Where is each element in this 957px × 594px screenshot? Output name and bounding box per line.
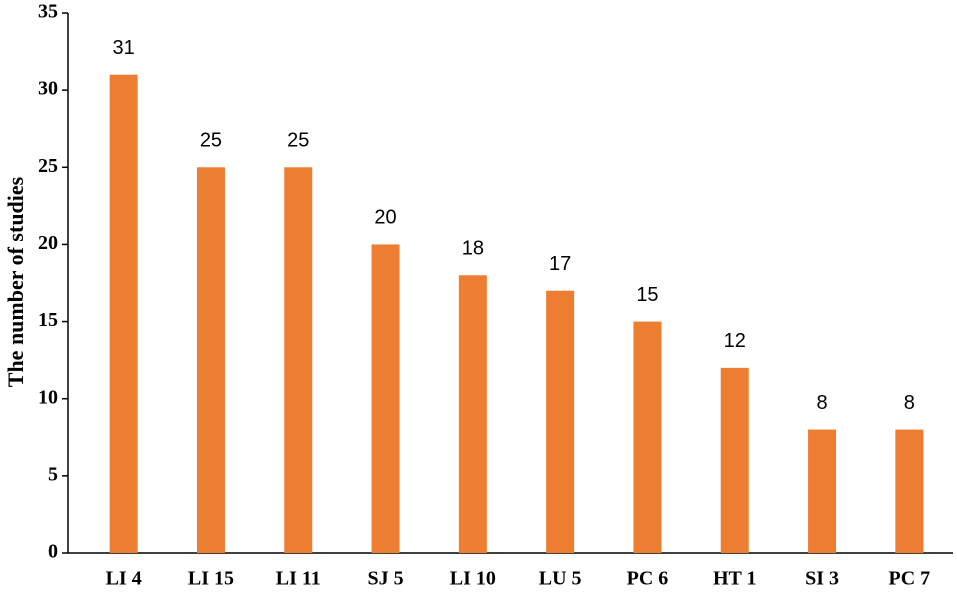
value-label: 31 [113, 37, 135, 59]
bar [196, 167, 225, 554]
y-tick-label: 5 [48, 463, 58, 485]
x-tick-label: SJ 5 [367, 568, 403, 590]
bar [720, 367, 749, 553]
bar [808, 429, 837, 553]
value-label: 25 [287, 130, 309, 152]
bar [109, 74, 138, 553]
x-tick-label: LI 10 [450, 568, 496, 590]
x-tick-label: PC 6 [627, 568, 669, 590]
value-label: 25 [200, 130, 222, 152]
y-tick-label: 0 [48, 541, 58, 563]
bar [895, 429, 924, 553]
y-tick-label: 35 [38, 1, 58, 23]
x-tick-label: LU 5 [539, 568, 582, 590]
value-label: 17 [549, 253, 571, 275]
y-axis-label: The number of studies [3, 176, 28, 387]
value-label: 8 [904, 392, 915, 414]
bar [546, 290, 575, 553]
bar [371, 244, 400, 553]
bar [284, 167, 313, 554]
x-tick-label: SI 3 [805, 568, 839, 590]
value-label: 8 [816, 392, 827, 414]
value-label: 12 [724, 330, 746, 352]
y-tick-label: 15 [38, 309, 58, 331]
value-label: 15 [636, 284, 658, 306]
x-tick-label: LI 11 [276, 568, 321, 590]
value-label: 20 [374, 207, 396, 229]
bar [458, 275, 487, 553]
bar [633, 321, 662, 553]
value-label: 18 [462, 238, 484, 260]
y-tick-label: 25 [38, 155, 58, 177]
y-tick-label: 30 [38, 78, 58, 100]
x-tick-label: LI 15 [188, 568, 234, 590]
x-tick-label: PC 7 [889, 568, 931, 590]
x-tick-label: LI 4 [106, 568, 142, 590]
x-tick-label: HT 1 [713, 568, 757, 590]
y-tick-label: 20 [38, 232, 58, 254]
y-tick-label: 10 [38, 386, 58, 408]
